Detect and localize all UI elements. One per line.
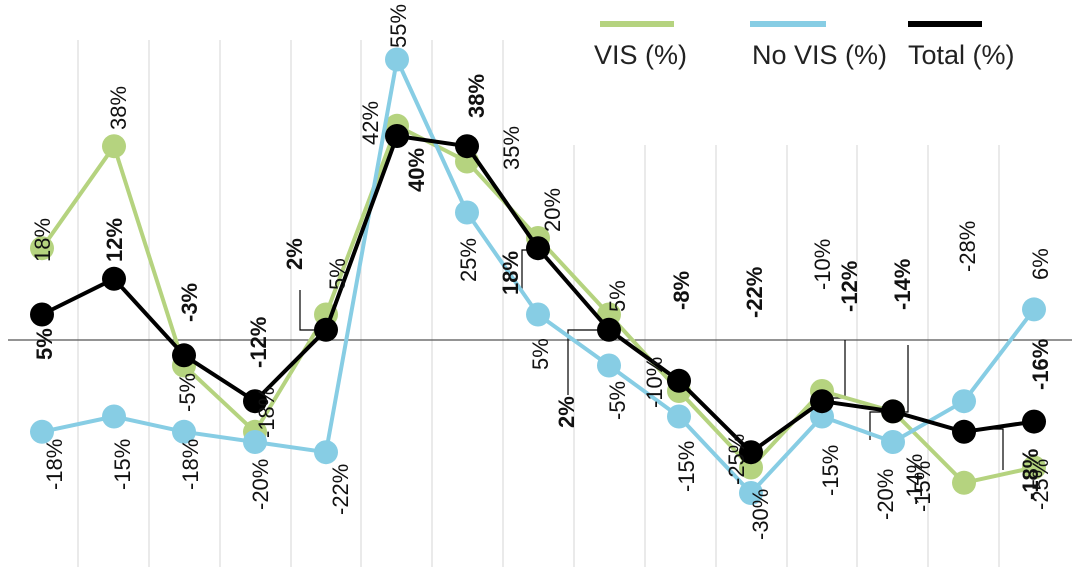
label-total-3: -12% [246,317,271,368]
point-total-11 [810,389,834,414]
label-novis-8: -5% [605,381,630,420]
label-total-2: -3% [177,283,202,322]
label-vis-14: -25% [1028,459,1053,510]
label-vis-11: -10% [810,239,835,290]
label-total-1: 12% [102,218,127,262]
label-vis-5: 42% [358,101,383,145]
point-vis-0 [30,236,54,261]
label-novis-9: -15% [674,441,699,492]
point-total-14 [1022,409,1046,434]
point-novis-8 [597,353,621,378]
label-total-0: 5% [32,328,57,360]
point-novis-12 [881,430,905,454]
label-total-4: 2% [282,238,307,270]
point-total-2 [172,343,196,368]
label-novis-6: 25% [456,238,481,282]
point-novis-14 [1022,297,1046,322]
point-total-13 [952,419,976,444]
label-novis-10: -30% [748,489,773,540]
point-total-0 [30,302,54,327]
label-novis-14: 6% [1028,248,1053,280]
label-vis-10: -25% [724,434,749,485]
label-total-14: -16% [1028,339,1053,390]
label-total-9: -8% [669,271,694,310]
label-vis-2: -5% [175,373,200,412]
label-novis-12: -20% [873,469,898,520]
point-total-12 [881,399,905,424]
label-total-6: 38% [464,74,489,118]
label-novis-11: -15% [818,445,843,496]
point-total-8 [597,317,621,342]
point-total-9 [667,368,691,393]
point-total-6 [455,134,479,159]
label-novis-3: -20% [248,459,273,510]
legend: VIS (%) No VIS (%) Total (%) [594,21,1015,70]
label-total-11: -12% [837,261,862,312]
series-layer [30,47,1046,505]
label-vis-7: 20% [540,188,565,232]
point-novis-13 [952,389,976,414]
label-novis-0: -18% [42,439,67,490]
point-total-1 [102,266,126,291]
point-vis-13 [952,470,976,495]
point-novis-4 [314,440,338,465]
point-novis-7 [526,302,550,327]
legend-label-total: Total (%) [908,40,1015,70]
label-total-13: -18% [1018,449,1043,500]
label-total-5: 40% [404,148,429,192]
label-vis-4: 5% [325,258,350,290]
point-total-3 [243,389,267,414]
label-novis-1: -15% [110,439,135,490]
label-total-10: -22% [742,267,767,318]
point-vis-1 [102,134,126,159]
data-labels: 18%38%-5% -18%5%42%35%20%5%-10%-25%-10%-1… [30,4,1053,540]
leader-line-1 [567,329,609,395]
point-novis-6 [455,200,479,225]
label-novis-5: 55% [386,4,411,48]
label-total-12: -14% [890,259,915,310]
point-novis-10 [739,481,763,505]
point-novis-9 [667,404,691,429]
point-total-10 [739,440,763,465]
legend-label-novis: No VIS (%) [752,40,887,70]
label-vis-6: 35% [499,126,524,170]
point-novis-1 [102,404,126,429]
point-novis-2 [172,419,196,444]
label-vis-9: -10% [642,357,667,408]
point-total-4 [314,317,338,342]
label-novis-4: -22% [328,464,353,515]
point-vis-14 [1022,455,1046,480]
label-vis-1: 38% [106,86,131,130]
point-novis-5 [385,47,409,72]
point-novis-3 [243,430,267,454]
point-novis-0 [30,419,54,444]
label-novis-7: 5% [528,338,553,370]
label-vis-13: -28% [955,221,980,272]
label-novis-13: -15% [910,461,935,512]
point-total-5 [385,124,409,148]
label-novis-2: -18% [178,439,203,490]
label-vis-0: 18% [30,218,55,262]
label-total-7: 18% [498,251,523,295]
legend-label-vis: VIS (%) [594,40,687,70]
label-vis-8: 5% [605,280,630,312]
label-total-8: 2% [554,396,579,428]
point-total-7 [526,236,550,261]
label-vis-3: -18% [254,387,279,438]
label-vis-12: -14% [902,454,927,505]
